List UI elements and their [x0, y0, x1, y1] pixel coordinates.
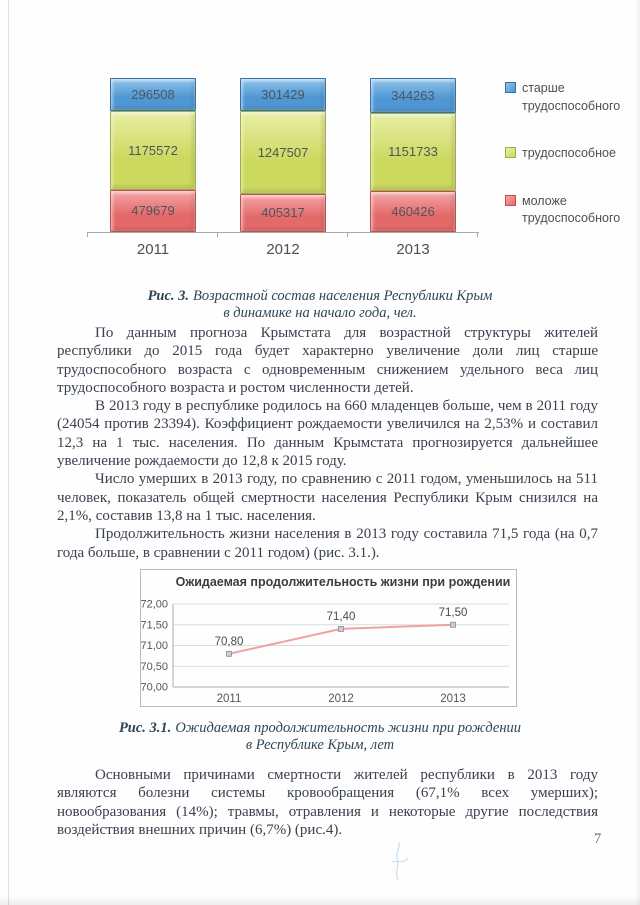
data-point-label: 70,80: [215, 636, 244, 648]
bar-value-label: 296508: [131, 87, 175, 103]
x-tick-label: 2012: [328, 693, 354, 705]
bar-value-label: 479679: [131, 203, 175, 219]
data-point-label: 71,50: [439, 607, 468, 619]
bar-value-label: 344263: [391, 88, 435, 104]
bar-plot-area: 296508 1175572 479679 301429 1247507 405317 34…: [88, 60, 478, 233]
y-tick-label: 71,00: [141, 640, 168, 652]
bar-value-label: 1175572: [128, 142, 178, 158]
body-text-block: По данным прогноза Крымстата для возраст…: [57, 324, 598, 562]
line-chart-title: Ожидаемая продолжительность жизни при ро…: [175, 575, 511, 589]
x-axis-line: [87, 232, 479, 237]
x-axis-category-label: 2011: [136, 241, 170, 258]
axis-tick: [347, 233, 348, 237]
y-tick-label: 72,00: [141, 599, 168, 611]
data-point-marker: [450, 621, 456, 628]
scan-edge-artifact: [0, 896, 640, 905]
legend-item: старше трудоспособного: [505, 80, 640, 115]
figure-3-caption-text: Возрастной состав населения Республики К…: [193, 288, 493, 304]
paragraph: По данным прогноза Крымстата для возраст…: [57, 325, 598, 396]
legend-label: старше трудоспособного: [522, 81, 621, 113]
pen-mark-artifact: [391, 841, 409, 881]
bar-2012: 301429 1247507 405317: [218, 78, 348, 233]
x-tick-label: 2013: [440, 693, 466, 705]
paragraph: Основными причинами смертности жителей р…: [57, 767, 598, 838]
x-tick-label: 2011: [217, 693, 242, 705]
data-point-label: 71,40: [327, 611, 356, 623]
figure-3-caption-text-line2: в динамике на начало года, чел.: [223, 305, 417, 321]
bar-value-label: 1247507: [257, 144, 309, 160]
chart-legend: старше трудоспособного трудоспособное моло…: [505, 80, 640, 228]
line-chart-plot: 70,00 70,50 71,00 71,50 72,00 70,80 2011 71,40 2…: [141, 599, 509, 705]
y-tick-label: 71,50: [141, 619, 168, 631]
figure-3-caption-label: Рис. 3.: [147, 288, 190, 304]
legend-swatch-icon: [505, 82, 516, 93]
page-number: 7: [594, 831, 602, 847]
paragraph: Продолжительность жизни населения в 2013…: [57, 526, 598, 561]
figure-3-1-caption: Рис. 3.1. Ожидаемая продолжительность жиз…: [0, 720, 640, 754]
paragraph: В 2013 году в республике родилось на 660…: [57, 398, 598, 470]
legend-swatch-icon: [505, 147, 516, 158]
data-point-marker: [338, 626, 344, 632]
bar-segment: 479679: [110, 189, 196, 232]
legend-item: моложе трудоспособного: [505, 193, 640, 228]
x-axis-labels: 2011 2012 2013: [88, 241, 478, 258]
figure-3-1-line-chart: Ожидаемая продолжительность жизни при ро…: [140, 569, 517, 707]
y-tick-label: 70,00: [141, 682, 168, 694]
figure-3-caption: Рис. 3. Возрастной состав населения Респу…: [0, 288, 640, 322]
x-axis-category-label: 2013: [396, 241, 430, 258]
bar-segment: 296508: [110, 78, 196, 111]
bar-segment: 405317: [240, 193, 326, 233]
bar-value-label: 405317: [261, 205, 305, 221]
bar-segment: 460426: [370, 190, 456, 232]
paragraph: Число умерших в 2013 году, по сравнению …: [57, 471, 598, 524]
bar-value-label: 301429: [261, 87, 305, 103]
legend-label: моложе трудоспособного: [522, 193, 621, 226]
bar-segment: 301429: [240, 78, 326, 112]
bar-value-label: 460426: [391, 203, 435, 219]
figure-3-1-caption-text: Ожидаемая продолжительность жизни при ро…: [175, 720, 522, 736]
axis-tick: [217, 233, 218, 237]
bar-segment: 1175572: [110, 110, 196, 190]
x-axis-category-label: 2012: [266, 241, 300, 258]
data-point-marker: [226, 650, 232, 657]
figure-3-1-caption-text-line2: в Республике Крым, лет: [245, 737, 395, 753]
scan-edge-artifact: [635, 0, 640, 905]
legend-swatch-icon: [505, 194, 516, 206]
bar-segment: 344263: [370, 78, 456, 114]
bar-2011: 296508 1175572 479679: [88, 78, 218, 232]
bar-2013: 344263 1151733 460426: [348, 78, 478, 232]
axis-tick: [477, 233, 478, 237]
axis-tick: [87, 233, 88, 237]
bar-segment: 1247507: [240, 111, 326, 194]
figure-3-1-caption-label: Рис. 3.1.: [118, 720, 172, 736]
bar-segment: 1151733: [370, 113, 456, 191]
legend-item: трудоспособное: [505, 145, 640, 163]
body-text-block: Основными причинами смертности жителей р…: [57, 766, 598, 839]
legend-label: трудоспособное: [522, 146, 616, 160]
y-tick-label: 70,50: [141, 661, 168, 673]
figure-3-bar-chart: 296508 1175572 479679 301429 1247507 405317 34…: [85, 60, 640, 275]
bar-value-label: 1151733: [388, 144, 438, 160]
scan-edge-artifact: [8, 0, 9, 905]
